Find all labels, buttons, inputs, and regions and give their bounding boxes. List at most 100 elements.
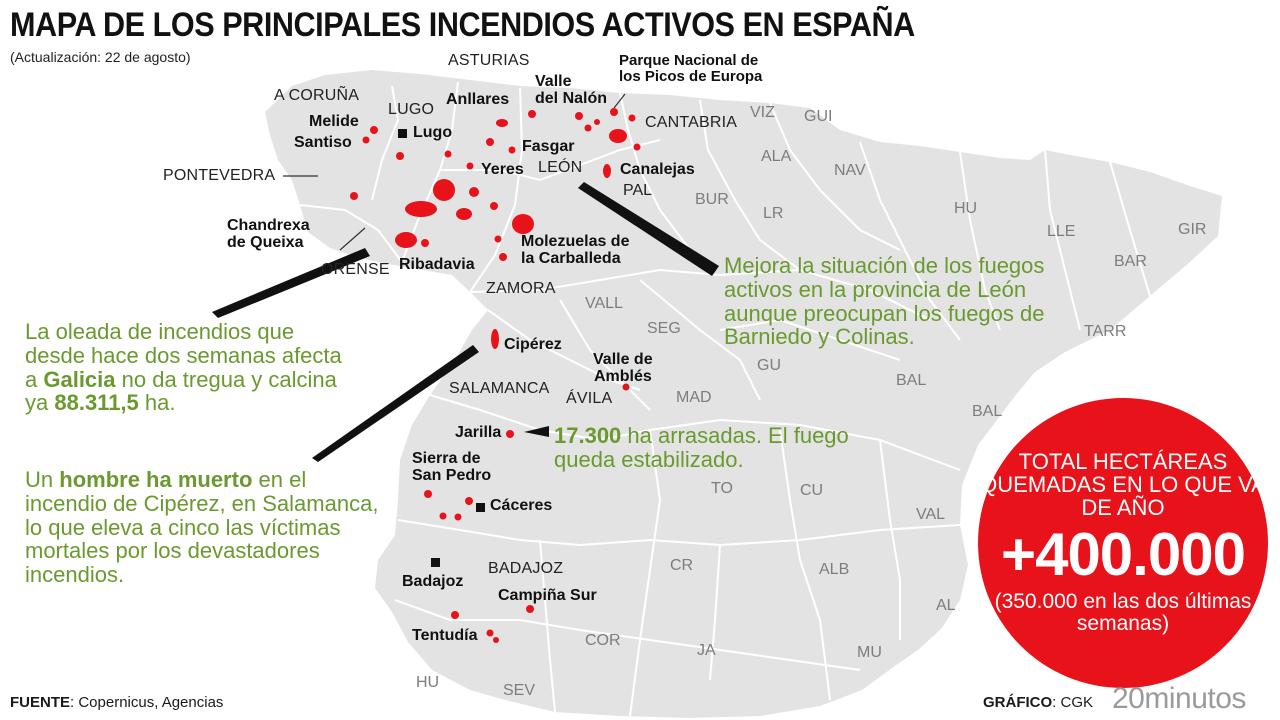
callout-ciperez-text-2: en el incendio de Cipérez, en Salamanca,… bbox=[25, 467, 379, 587]
source-text: : Copernicus, Agencias bbox=[70, 694, 224, 711]
callout-leon: Mejora la situación de los fuegos activo… bbox=[724, 253, 1045, 350]
fire-label-line: del Nalón bbox=[535, 89, 608, 107]
fire-label-tentudia: Tentudía bbox=[412, 627, 478, 644]
source-label: FUENTE bbox=[10, 694, 70, 711]
province-a-coruna: A CORUÑA bbox=[274, 87, 360, 104]
fire-label-campina-sur: Campiña Sur bbox=[498, 587, 597, 604]
fire-label-melide: Melide bbox=[309, 113, 359, 130]
fire-spot bbox=[486, 138, 494, 146]
abbr-lr: LR bbox=[763, 205, 784, 222]
fire-spot bbox=[494, 235, 502, 243]
callout-jarilla: 17.300 ha arrasadas. El fuego queda esta… bbox=[554, 424, 899, 472]
fire-label-chandrexa: Chandrexa de Queixa bbox=[227, 217, 310, 252]
abbr-ala: ALA bbox=[761, 148, 792, 165]
fire-spot bbox=[469, 187, 479, 197]
abbr-gu: GU bbox=[757, 357, 781, 374]
callout-galicia-text-1: La oleada de incendios que desde hace do… bbox=[25, 319, 342, 392]
fire-areas bbox=[350, 108, 641, 643]
fire-spot bbox=[454, 513, 462, 521]
fire-spot bbox=[370, 126, 378, 134]
graphic-text: : CGK bbox=[1052, 694, 1094, 711]
total-title: TOTAL HECTÁREAS QUEMADAS EN LO QUE VA DE… bbox=[980, 449, 1266, 521]
fire-spot bbox=[496, 119, 508, 127]
fire-label-canalejas: Canalejas bbox=[620, 161, 695, 178]
fire-spot bbox=[424, 490, 432, 498]
fire-label-line: Amblés bbox=[594, 367, 652, 385]
fire-spot bbox=[444, 150, 452, 158]
graphic-label: GRÁFICO bbox=[983, 694, 1053, 711]
abbr-seg: SEG bbox=[647, 320, 681, 337]
fire-spot bbox=[584, 124, 592, 132]
total-note: (350.000 en las dos últimas semanas) bbox=[994, 590, 1252, 636]
fire-spot bbox=[575, 112, 583, 120]
fire-label-valle-del-nalon: Valle del Nalón bbox=[535, 73, 608, 108]
fire-spot bbox=[526, 605, 534, 613]
province-avila: ÁVILA bbox=[566, 390, 613, 407]
fire-spot bbox=[421, 239, 429, 247]
fire-spot bbox=[466, 162, 474, 170]
total-value: +400.000 bbox=[1001, 521, 1246, 588]
callout-jarilla-text: ha arrasadas. El fuego queda estabilizad… bbox=[554, 423, 849, 472]
fire-spot bbox=[433, 179, 455, 201]
abbr-bal-2: BAL bbox=[972, 403, 1003, 420]
fire-label-anllares: Anllares bbox=[446, 91, 510, 108]
fire-spot bbox=[610, 108, 618, 116]
abbr-cor: COR bbox=[585, 632, 621, 649]
abbr-sev: SEV bbox=[503, 682, 536, 699]
callout-galicia-text-2: no da tregua y calcina ya bbox=[25, 366, 337, 416]
abbr-to: TO bbox=[711, 480, 733, 497]
fire-spot bbox=[628, 114, 636, 122]
province-salamanca: SALAMANCA bbox=[449, 380, 550, 397]
province-borders bbox=[299, 81, 1151, 717]
fire-spot bbox=[465, 497, 473, 505]
fire-label-santiso: Santiso bbox=[294, 134, 352, 151]
fire-label-lugo: Lugo bbox=[413, 124, 453, 141]
fire-spot bbox=[508, 146, 516, 154]
callout-galicia-hectares: 88.311,5 bbox=[54, 390, 139, 416]
fire-label-caceres: Cáceres bbox=[490, 497, 553, 514]
province-orense: ORENSE bbox=[321, 261, 390, 278]
province-pontevedra: PONTEVEDRA bbox=[163, 167, 276, 184]
fire-label-line: los Picos de Europa bbox=[619, 67, 763, 85]
fire-spot bbox=[633, 143, 641, 151]
fire-spot bbox=[491, 329, 499, 349]
fire-label-molezuelas: Molezuelas de la Carballeda bbox=[521, 233, 630, 268]
abbr-ja: JA bbox=[697, 642, 716, 659]
fire-spot bbox=[499, 253, 507, 261]
callout-ciperez-text-1: Un bbox=[25, 467, 60, 492]
fire-label-yeres: Yeres bbox=[481, 161, 524, 178]
fire-label-line: Sierra de bbox=[412, 450, 481, 467]
callout-galicia: La oleada de incendios que desde hace do… bbox=[25, 320, 355, 415]
callout-wedges bbox=[212, 182, 719, 462]
callout-ciperez-death: hombre ha muerto bbox=[59, 467, 253, 492]
fire-label-line: Molezuelas de bbox=[521, 233, 630, 250]
abbr-gir: GIR bbox=[1178, 221, 1207, 238]
abbr-alb: ALB bbox=[819, 561, 850, 578]
fire-spot bbox=[622, 383, 630, 391]
abbr-mu: MU bbox=[857, 644, 882, 661]
total-burned-circle: TOTAL HECTÁREAS QUEMADAS EN LO QUE VA DE… bbox=[978, 398, 1268, 688]
caceres-city-marker bbox=[476, 503, 485, 512]
abbr-bal-1: BAL bbox=[896, 372, 927, 389]
callout-galicia-text-3: ha. bbox=[138, 390, 176, 416]
fire-label-ribadavia: Ribadavia bbox=[399, 256, 475, 273]
fire-spot bbox=[506, 430, 514, 438]
leader-lines bbox=[283, 93, 626, 251]
abbr-nav: NAV bbox=[834, 162, 866, 179]
fire-label-valle-de-ambles: Valle de Amblés bbox=[593, 351, 653, 386]
fire-spot bbox=[451, 611, 459, 619]
fire-spot bbox=[395, 232, 417, 248]
lugo-city-marker bbox=[398, 129, 407, 138]
callout-ciperez: Un hombre ha muerto en el incendio de Ci… bbox=[25, 468, 387, 587]
province-badajoz: BADAJOZ bbox=[488, 560, 564, 577]
callout-galicia-region: Galicia bbox=[43, 366, 116, 392]
fire-label-sierra-de-san-pedro: Sierra de San Pedro bbox=[412, 450, 491, 485]
fire-spot bbox=[490, 202, 498, 210]
fire-label-line: Valle bbox=[535, 73, 572, 90]
abbr-pal: PAL bbox=[623, 182, 653, 199]
fire-label-ciperez: Cipérez bbox=[504, 336, 562, 353]
fire-spot bbox=[456, 208, 472, 220]
abbr-gui: GUI bbox=[804, 108, 833, 125]
province-zamora: ZAMORA bbox=[486, 280, 556, 297]
abbr-bur: BUR bbox=[695, 191, 729, 208]
